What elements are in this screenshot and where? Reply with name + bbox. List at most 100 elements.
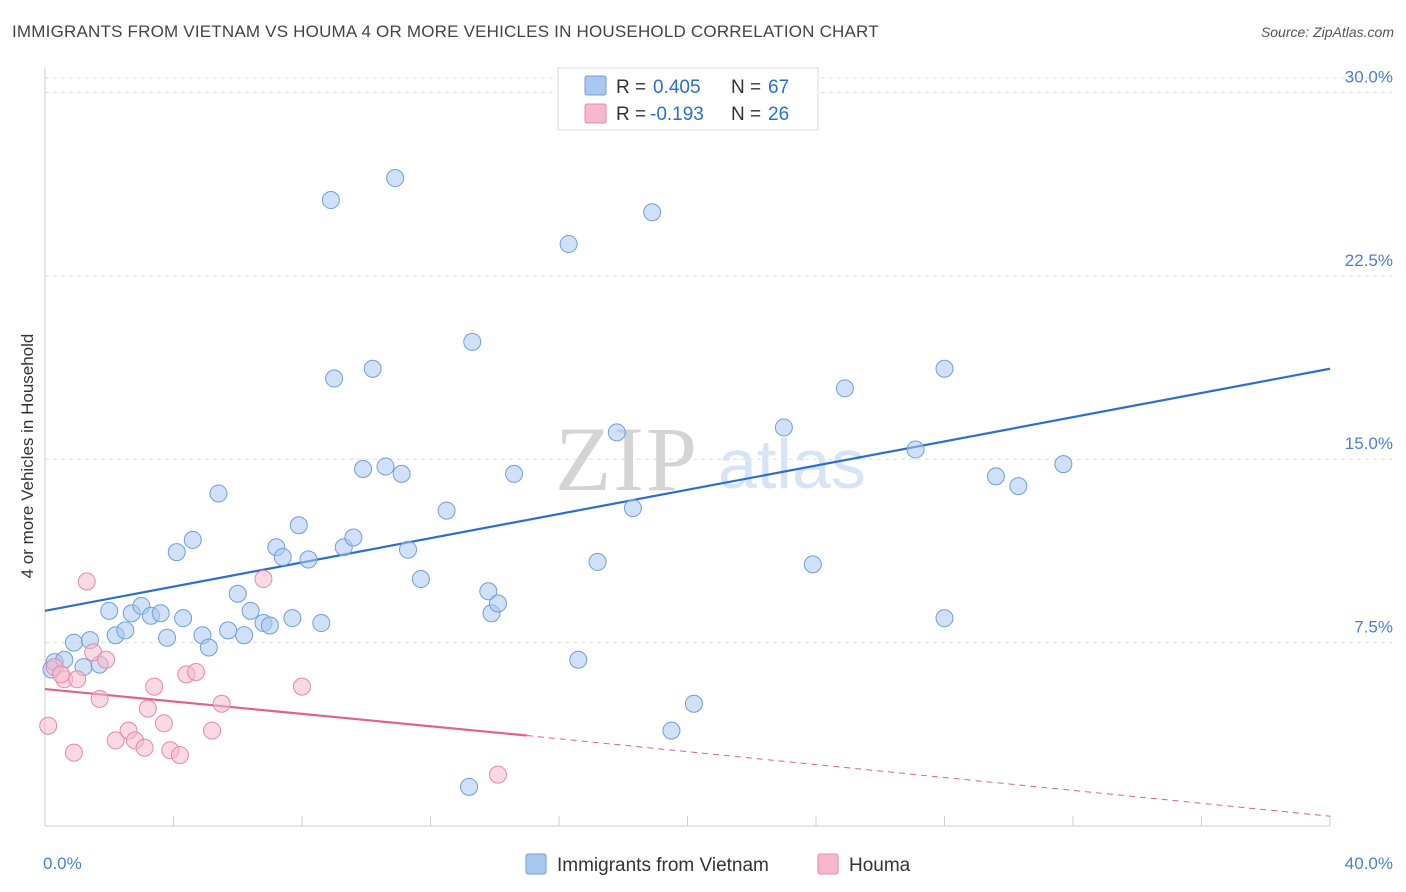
data-point-blue (299, 550, 318, 569)
y-tick-label: 7.5% (1354, 618, 1393, 637)
data-point-blue (354, 460, 373, 479)
data-point-pink (254, 570, 273, 589)
data-point-blue (479, 582, 498, 601)
points-vietnam (42, 169, 1073, 796)
data-point-blue (505, 464, 524, 483)
data-point-blue (399, 540, 418, 559)
data-point-blue (559, 235, 578, 254)
data-point-blue (219, 621, 238, 640)
data-point-blue (363, 359, 382, 378)
legend-r-value-1: 0.405 (653, 77, 701, 98)
x-tick-label: 0.0% (43, 854, 82, 873)
trend-line-blue (44, 367, 1331, 612)
data-point-blue (167, 543, 186, 562)
axes (44, 68, 1330, 827)
data-point-blue (228, 584, 247, 603)
data-point-blue (623, 499, 642, 518)
trend-lines (44, 367, 1331, 817)
data-point-pink (138, 699, 157, 718)
legend-n-value-2: 26 (768, 104, 789, 125)
data-point-blue (684, 694, 703, 713)
data-point-blue (312, 614, 331, 633)
data-point-blue (116, 621, 135, 640)
data-point-blue (607, 423, 626, 442)
data-point-pink (212, 694, 231, 713)
data-point-pink (154, 714, 173, 733)
bottom-legend-swatch-vietnam (525, 853, 547, 875)
legend-r-label-1: R = (616, 77, 646, 98)
legend-n-value-1: 67 (768, 77, 789, 98)
data-point-blue (835, 379, 854, 398)
legend-n-label-2: N = (731, 104, 761, 125)
data-point-blue (935, 609, 954, 628)
legend-swatch-blue (584, 75, 607, 96)
data-point-blue (643, 203, 662, 222)
points-houma (39, 570, 507, 784)
data-point-blue (774, 418, 793, 437)
data-point-pink (145, 677, 164, 696)
data-point-pink (90, 689, 109, 708)
data-point-blue (1009, 477, 1028, 496)
data-point-blue (392, 464, 411, 483)
data-point-pink (135, 738, 154, 757)
data-point-blue (376, 457, 395, 476)
data-point-blue (260, 616, 279, 635)
data-point-pink (186, 662, 205, 681)
data-point-blue (273, 548, 292, 567)
data-point-blue (662, 721, 681, 740)
data-point-blue (325, 369, 344, 388)
trend-line-pink (44, 687, 527, 737)
y-tick-label: 30.0% (1345, 67, 1393, 86)
data-point-blue (283, 609, 302, 628)
x-tick-label: 40.0% (1345, 854, 1393, 873)
data-point-blue (588, 552, 607, 571)
bottom-legend: Immigrants from Vietnam Houma (525, 853, 911, 876)
data-point-pink (203, 721, 222, 740)
chart-title: IMMIGRANTS FROM VIETNAM VS HOUMA 4 OR MO… (12, 22, 879, 41)
data-point-blue (488, 594, 507, 613)
data-point-blue (64, 633, 83, 652)
data-point-pink (64, 743, 83, 762)
source-credit: Source: ZipAtlas.com (1260, 24, 1394, 40)
data-point-pink (488, 765, 507, 784)
bottom-legend-label-vietnam: Immigrants from Vietnam (557, 855, 769, 876)
data-point-blue (411, 570, 430, 589)
data-point-blue (437, 501, 456, 520)
data-point-pink (77, 572, 96, 591)
data-point-blue (241, 601, 260, 620)
data-point-blue (321, 191, 340, 210)
data-point-blue (100, 601, 119, 620)
y-tick-label: 22.5% (1345, 251, 1393, 270)
data-point-blue (183, 530, 202, 549)
bottom-legend-label-houma: Houma (849, 855, 911, 876)
legend-r-label-2: R = (616, 104, 646, 125)
data-point-blue (1054, 455, 1073, 474)
legend-r-value-2: -0.193 (650, 104, 704, 125)
data-point-blue (935, 359, 954, 378)
data-point-blue (235, 626, 254, 645)
data-point-blue (174, 609, 193, 628)
data-point-blue (986, 467, 1005, 486)
data-point-blue (151, 604, 170, 623)
data-point-blue (386, 169, 405, 188)
data-point-blue (289, 516, 308, 535)
data-point-blue (803, 555, 822, 574)
data-point-blue (158, 628, 177, 647)
data-point-pink (293, 677, 311, 696)
data-point-pink (39, 716, 58, 735)
watermark-zip: ZIP (555, 408, 699, 510)
gridlines (44, 77, 1392, 826)
data-point-blue (209, 484, 228, 503)
watermark: ZIP atlas (555, 408, 866, 510)
data-point-pink (97, 650, 116, 669)
legend-n-label-1: N = (731, 77, 761, 98)
tick-labels: 7.5% 15.0% 22.5% 30.0% 0.0% 40.0% (43, 67, 1393, 873)
legend-swatch-pink (584, 103, 607, 124)
data-point-pink (106, 731, 125, 750)
data-point-blue (569, 650, 588, 669)
legend-box: R = 0.405 N = 67 R = -0.193 N = 26 (557, 67, 819, 131)
bottom-legend-swatch-houma (817, 853, 839, 875)
data-point-blue (906, 440, 925, 459)
data-point-blue (463, 332, 482, 351)
